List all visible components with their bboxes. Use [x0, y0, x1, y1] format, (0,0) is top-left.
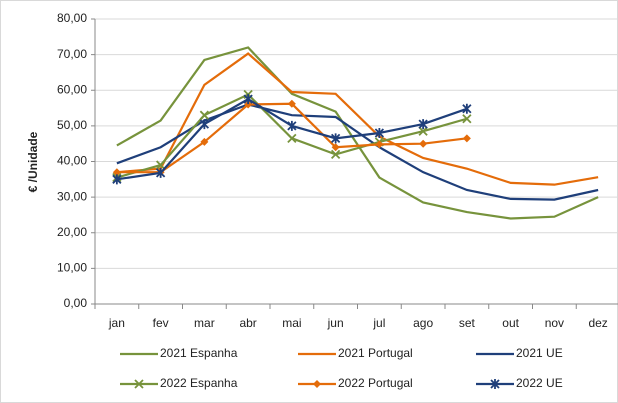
point-marker — [112, 168, 121, 177]
point-marker — [244, 100, 253, 109]
y-tick-label: 60,00 — [57, 82, 87, 96]
legend-label: 2022 UE — [516, 376, 563, 390]
point-marker — [330, 133, 341, 144]
y-tick-label: 50,00 — [57, 118, 87, 132]
point-marker — [462, 103, 472, 114]
point-marker — [374, 128, 385, 138]
point-marker — [331, 143, 340, 152]
point-marker — [418, 119, 428, 130]
y-tick-label: 70,00 — [57, 47, 87, 61]
legend-marker — [313, 380, 321, 388]
x-tick-label: mai — [282, 316, 301, 330]
point-marker — [155, 167, 166, 178]
y-axis-title: € /Unidade — [26, 131, 40, 192]
point-marker — [330, 149, 341, 160]
x-tick-label: jan — [108, 316, 125, 330]
x-tick-label: jun — [327, 316, 344, 330]
x-tick-label: abr — [239, 316, 256, 330]
series-line — [116, 52, 599, 186]
legend-marker — [490, 379, 500, 389]
y-tick-label: 0,00 — [64, 296, 88, 310]
y-tick-label: 80,00 — [57, 11, 87, 25]
point-marker — [243, 94, 253, 105]
legend-label: 2021 Portugal — [338, 346, 413, 360]
x-tick-label: mar — [194, 316, 215, 330]
y-tick-label: 20,00 — [57, 225, 87, 239]
x-tick-label: ago — [413, 316, 433, 330]
point-marker — [375, 140, 384, 149]
x-tick-label: jul — [372, 316, 385, 330]
series-line — [116, 46, 599, 220]
point-marker — [287, 120, 297, 131]
legend-marker — [134, 379, 144, 389]
x-tick-label: fev — [153, 316, 169, 330]
point-marker — [287, 133, 297, 143]
x-tick-label: dez — [588, 316, 607, 330]
x-tick-label: set — [459, 316, 476, 330]
point-marker — [462, 114, 472, 124]
x-tick-label: nov — [545, 316, 564, 330]
point-marker — [418, 126, 428, 136]
legend-label: 2021 Espanha — [160, 346, 238, 360]
point-marker — [462, 134, 471, 143]
point-marker — [155, 160, 166, 170]
point-marker — [200, 137, 209, 146]
legend-label: 2021 UE — [516, 346, 563, 360]
y-tick-label: 10,00 — [57, 261, 87, 275]
point-marker — [199, 110, 210, 120]
legend-label: 2022 Portugal — [338, 376, 413, 390]
point-marker — [199, 119, 210, 130]
point-marker — [419, 139, 428, 148]
y-tick-label: 30,00 — [57, 189, 87, 203]
point-marker — [112, 174, 122, 185]
legend-label: 2022 Espanha — [160, 376, 238, 390]
y-tick-label: 40,00 — [57, 154, 87, 168]
point-marker — [287, 99, 296, 108]
x-tick-label: out — [502, 316, 519, 330]
